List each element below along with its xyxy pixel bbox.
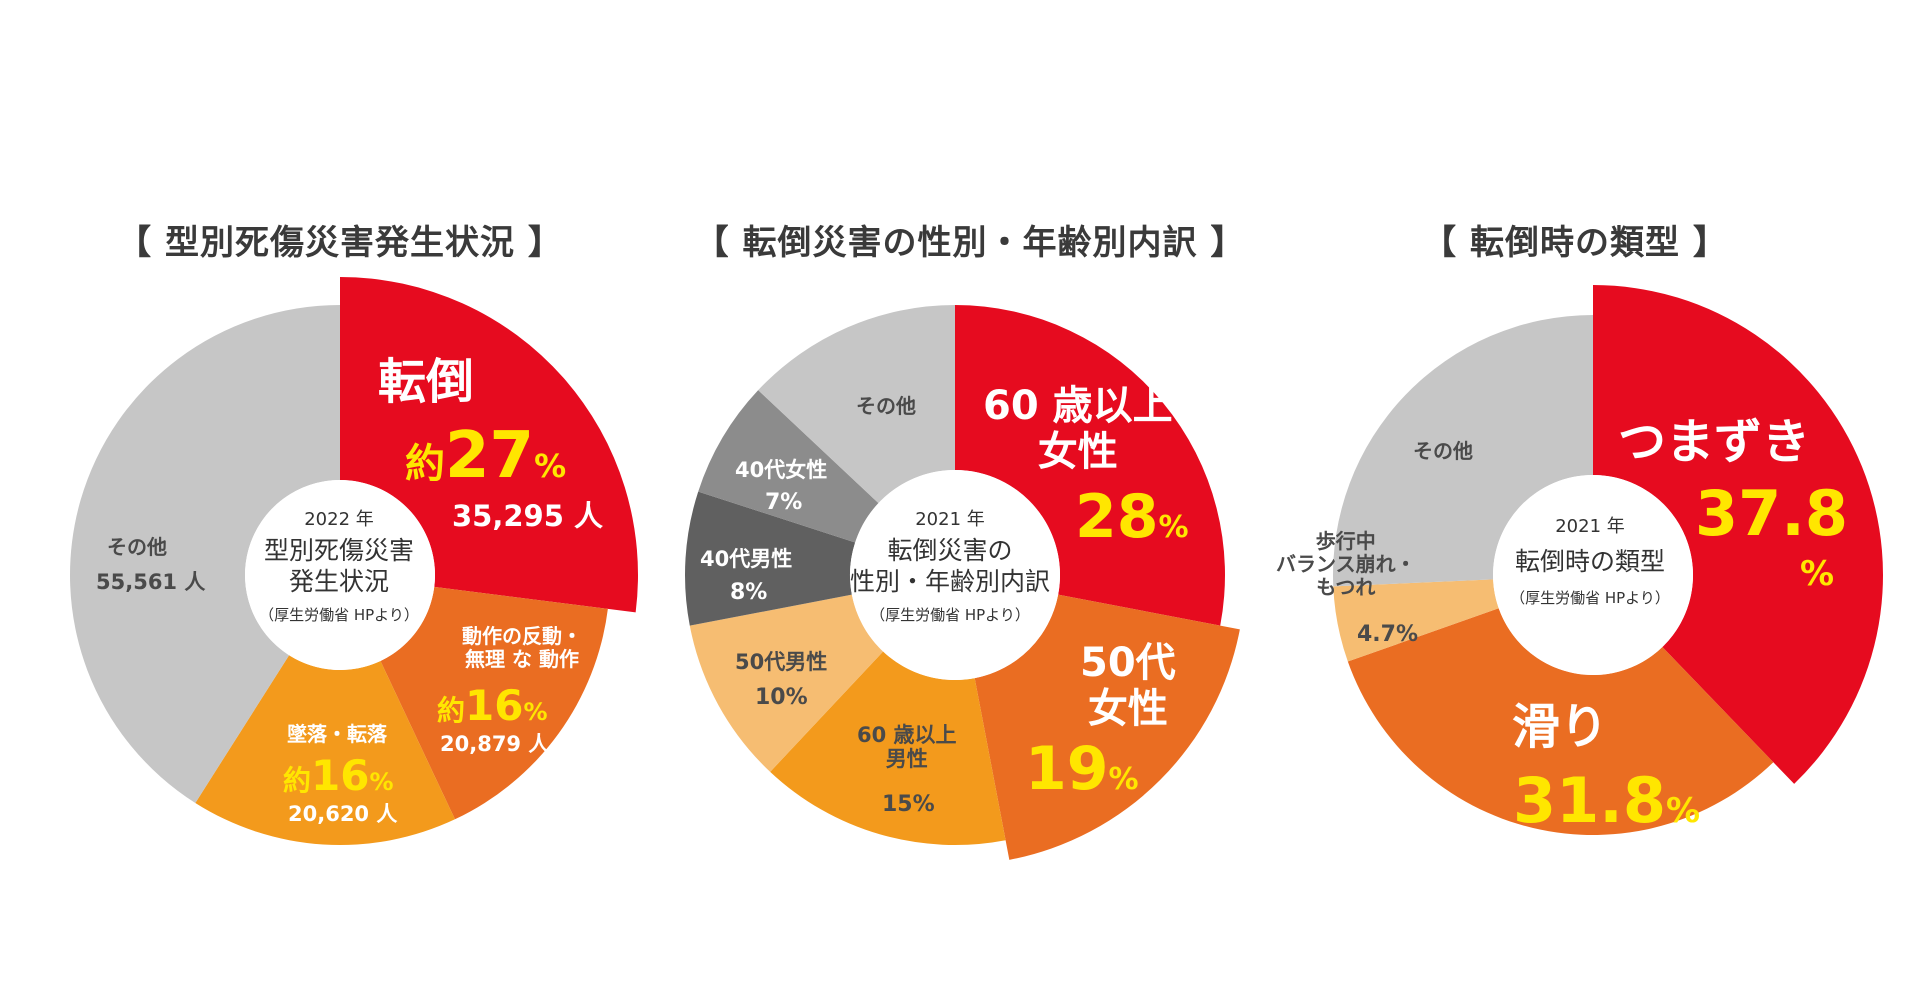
chart-1-slice-4: [70, 305, 340, 803]
c3-slice3-value: 4.7%: [1357, 622, 1419, 647]
c1-slice1-percent: 約27%: [405, 419, 567, 493]
c1-slice3-label: 墜落・転落: [287, 722, 387, 746]
c2-slice1-label: 60 歳以上 女性: [983, 383, 1173, 475]
c2-slice3-value: 15%: [882, 792, 935, 817]
chart-2-slice-1: [955, 305, 1225, 626]
c3-slice1-unit: %: [1800, 554, 1835, 594]
c3-slice2-percent: 31.8%: [1513, 764, 1701, 837]
c1-slice4-count: 55,561 人: [96, 570, 206, 594]
c3-slice1-label: つまずき: [1618, 414, 1811, 470]
c2-slice4-value: 10%: [755, 685, 808, 710]
chart-3-slice-4: [1333, 315, 1593, 587]
chart-2-slice-7: [758, 305, 955, 504]
chart-3-slice-3: [1333, 579, 1499, 662]
chart-2-slice-4: [689, 594, 884, 772]
chart-1-slice-2: [380, 586, 608, 820]
chart-2-slice-2: [974, 594, 1240, 860]
c1-slice3-percent: 約16%: [283, 751, 394, 800]
chart-1-center-hole: [245, 480, 435, 670]
chart-1-slice-1: [340, 277, 638, 613]
chart-2-slice-6: [698, 390, 879, 543]
c1-center-text: 2022 年 型別死傷災害 発生状況 （厚生労働省 HPより）: [259, 509, 419, 624]
c1-slice3-count: 20,620 人: [288, 802, 398, 826]
c3-slice2-label: 滑り: [1512, 699, 1609, 755]
c2-slice4-label: 50代男性: [735, 650, 828, 674]
chart-3-center-hole: [1493, 475, 1693, 675]
chart-3-title: 【 転倒時の類型 】: [1422, 223, 1728, 263]
c2-slice7-label: その他: [856, 394, 916, 418]
c2-slice3-label: 60 歳以上 男性: [857, 723, 957, 772]
c1-slice4-label: その他: [107, 535, 167, 559]
chart-2-slice-5: [685, 491, 856, 626]
c1-slice2-percent: 約16%: [437, 681, 548, 730]
c2-slice5-value: 8%: [730, 580, 768, 605]
chart-2-slice-3: [770, 651, 1006, 845]
chart-1-slice-3: [195, 655, 455, 845]
chart-2-center-hole: [850, 470, 1060, 680]
chart-3-slice-1: [1593, 285, 1883, 784]
c1-slice1-count: 35,295 人: [452, 499, 604, 533]
c2-slice5-label: 40代男性: [700, 547, 793, 571]
c2-slice2-label: 50代 女性: [1080, 640, 1176, 732]
c3-slice1-value: 37.8: [1695, 477, 1848, 550]
chart-3-slice-2: [1347, 608, 1774, 835]
chart-2-title: 【 転倒災害の性別・年齢別内訳 】: [694, 223, 1246, 263]
c3-center-text: 2021 年 転倒時の類型 （厚生労働省 HPより）: [1510, 516, 1670, 608]
c2-slice1-percent: 28%: [1075, 482, 1189, 552]
c1-slice2-label: 動作の反動・ 無理 な 動作: [462, 624, 582, 671]
c2-slice6-value: 7%: [765, 490, 803, 515]
c2-slice2-percent: 19%: [1025, 734, 1139, 804]
chart-1-title: 【 型別死傷災害発生状況 】: [117, 223, 563, 263]
c1-slice1-label: 転倒: [378, 354, 475, 410]
c2-center-text: 2021 年 転倒災害の 性別・年齢別内訳 （厚生労働省 HPより）: [849, 509, 1050, 624]
c2-slice6-label: 40代女性: [735, 458, 828, 482]
c3-slice4-label: その他: [1413, 439, 1473, 463]
c1-slice2-count: 20,879 人: [440, 732, 550, 756]
c3-slice3-label: 歩行中 バランス崩れ・ もつれ: [1276, 529, 1416, 599]
